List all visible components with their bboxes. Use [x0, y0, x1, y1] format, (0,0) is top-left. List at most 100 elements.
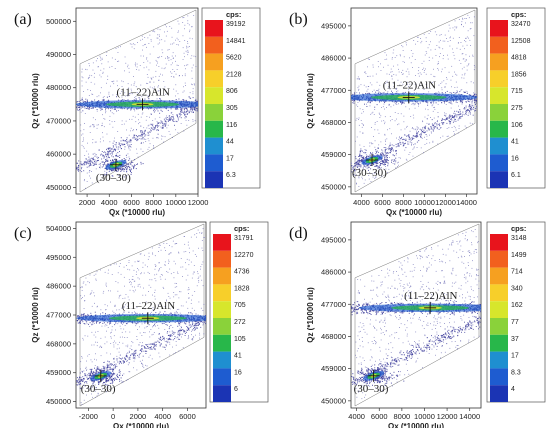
legend-value: 4736	[234, 269, 250, 276]
y-tick-label: 477000	[46, 311, 71, 320]
y-tick-label: 495000	[321, 235, 346, 244]
y-tick-label: 459000	[321, 150, 346, 159]
legend-swatch	[205, 36, 223, 54]
legend-value: 714	[511, 269, 523, 276]
y-tick-label: 450000	[46, 183, 71, 192]
scatter-field	[76, 223, 206, 407]
x-tick-label: 10000	[414, 412, 435, 421]
legend-value: 162	[511, 302, 523, 309]
legend-swatch	[490, 53, 508, 71]
y-axis-title: Qz (*10000 rlu)	[306, 287, 315, 343]
legend-swatch	[205, 20, 223, 37]
legend-swatch	[490, 385, 508, 402]
panel-label: (c)	[14, 225, 32, 242]
x-tick-label: 14000	[459, 412, 480, 421]
aln-crosshair	[402, 91, 415, 104]
peak-label-substrate: (30–30)	[81, 383, 116, 395]
legend-swatch	[490, 104, 508, 121]
y-tick-label: 459000	[46, 368, 71, 377]
color-scale-legend: cps: 39192 14841 5620 2128 806 305 116 44 17 6.3	[201, 7, 261, 189]
legend-value: 1856	[511, 71, 527, 78]
legend-value: 17	[511, 353, 519, 360]
legend-swatch	[490, 36, 508, 54]
scatter-field	[351, 223, 481, 407]
legend-value: 41	[234, 353, 242, 360]
y-tick-label: 477000	[321, 86, 346, 95]
legend-swatch	[205, 53, 223, 71]
legend-swatch	[490, 267, 508, 285]
x-tick-label: 4000	[101, 198, 118, 207]
legend-value: 6.1	[511, 172, 521, 179]
legend-swatch	[490, 120, 508, 138]
scatter-field	[76, 9, 198, 193]
legend-value: 4	[511, 386, 515, 393]
peak-label-aln: (11–22)AlN	[122, 300, 175, 312]
x-axis-title: Qx (*10000 rlu)	[388, 422, 444, 428]
y-tick-label: 460000	[46, 150, 71, 159]
x-tick-label: 6000	[179, 412, 196, 421]
legend-swatch	[213, 267, 231, 285]
y-tick-label: 495000	[46, 253, 71, 262]
legend-value: 3148	[511, 235, 527, 242]
x-axis-title: Qx (*10000 rlu)	[386, 208, 442, 217]
x-axis-title: Qx (*10000 rlu)	[113, 422, 169, 428]
legend-value: 14841	[226, 38, 246, 45]
x-tick-label: 4000	[154, 412, 171, 421]
y-axis-title: Qz (*10000 rlu)	[31, 287, 40, 343]
legend-swatch	[490, 87, 508, 104]
legend-swatch	[490, 154, 508, 172]
x-tick-label: 6000	[371, 412, 388, 421]
legend-value: 12508	[511, 38, 531, 45]
substrate-crosshair	[366, 154, 378, 167]
x-axis-title: Qx (*10000 rlu)	[109, 208, 165, 217]
legend-swatch	[213, 385, 231, 402]
legend-swatch	[213, 301, 231, 318]
legend-value: 5620	[226, 55, 242, 62]
panel-c: (11–22)AlN (30–30) 504000 495000 486000 47700…	[14, 221, 269, 428]
legend-value: 105	[234, 336, 246, 343]
legend-value: 6.3	[226, 172, 236, 179]
x-tick-label: 8000	[145, 198, 162, 207]
legend-title: cps:	[511, 10, 526, 19]
legend-swatch	[490, 284, 508, 302]
legend-value: 4818	[511, 55, 527, 62]
scan-window	[354, 223, 480, 407]
x-tick-label: 2000	[130, 412, 147, 421]
panel-b: (11–22)AlN (30–30) 495000 486000 477000 46800…	[289, 7, 546, 217]
panel-label: (d)	[289, 225, 308, 242]
y-axis-title: Qz (*10000 rlu)	[31, 73, 40, 129]
legend-swatch	[490, 368, 508, 386]
y-tick-label: 450000	[321, 396, 346, 405]
legend-value: 116	[226, 122, 237, 129]
legend-title: cps:	[226, 10, 241, 19]
y-tick-label: 468000	[321, 118, 346, 127]
y-tick-label: 450000	[46, 397, 71, 406]
aln-crosshair	[141, 312, 154, 325]
y-tick-label: 486000	[321, 54, 346, 63]
legend-swatch	[490, 250, 508, 268]
legend-value: 1499	[511, 252, 527, 259]
peak-label-substrate: (30–30)	[354, 383, 389, 395]
x-tick-label: 6000	[374, 198, 391, 207]
legend-swatch	[213, 334, 231, 352]
legend-swatch	[490, 351, 508, 369]
legend-value: 106	[511, 122, 523, 129]
peak-label-aln: (11–22)AlN	[404, 290, 457, 302]
substrate-crosshair	[367, 369, 380, 382]
legend-value: 77	[511, 319, 519, 326]
x-tick-label: 10000	[165, 198, 186, 207]
legend-swatch	[490, 171, 508, 188]
scan-window	[79, 223, 205, 407]
panel-a: (11–22)AlN (30–30) 500000 490000 480000 47000…	[14, 7, 261, 217]
legend-value: 275	[511, 105, 523, 112]
legend-value: 6	[234, 386, 238, 393]
legend-value: 2128	[226, 71, 242, 78]
legend-swatch	[205, 120, 223, 138]
legend-swatch	[490, 301, 508, 318]
y-tick-label: 486000	[321, 268, 346, 277]
legend-swatch	[213, 368, 231, 386]
legend-swatch	[205, 70, 223, 88]
x-tick-label: 6000	[123, 198, 140, 207]
substrate-crosshair	[109, 158, 122, 171]
